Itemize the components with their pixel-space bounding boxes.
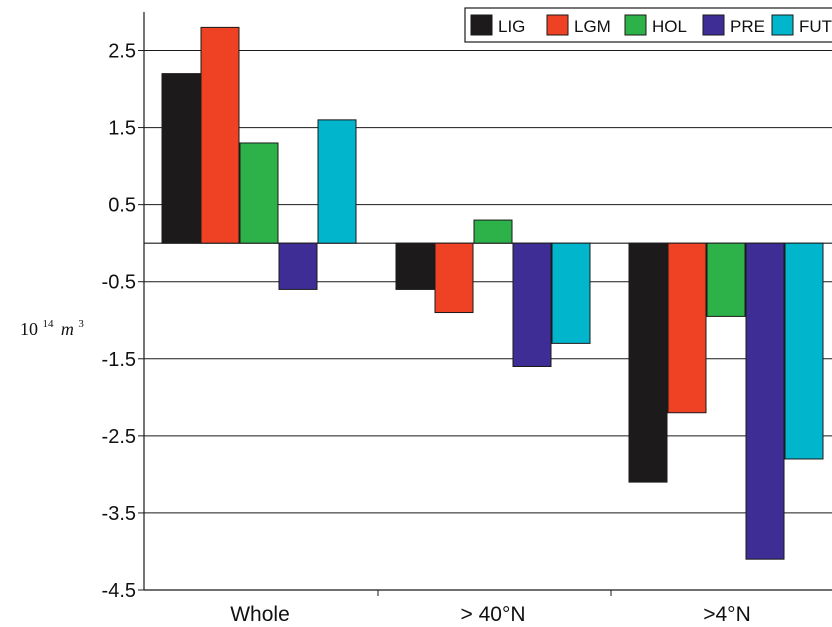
- bar-pre-2: [745, 242, 785, 560]
- legend-label-lgm: LGM: [574, 17, 611, 36]
- bar-lig-0: [161, 73, 201, 244]
- legend-label-pre: PRE: [730, 17, 765, 36]
- bar-lig-1: [395, 242, 435, 290]
- bar-lgm-0: [200, 26, 240, 244]
- legend-label-fut: FUT: [799, 17, 832, 36]
- bar-lgm-2: [667, 242, 707, 414]
- y-axis-label: 10 14 m 3: [20, 314, 84, 339]
- y-tick-labels: 2.5 1.5 0.5 -0.5 -1.5 -2.5 -3.5 -4.5: [102, 41, 136, 603]
- legend-swatch-lgm: [546, 14, 569, 36]
- legend-swatch-fut: [771, 14, 794, 36]
- svg-text:10 14 m: 10 14 m 3: [20, 314, 84, 339]
- legend-label-hol: HOL: [652, 17, 687, 36]
- bar-pre-0: [278, 242, 318, 290]
- legend-swatch-hol: [624, 14, 647, 36]
- y-axis-label-exponent: 14: [42, 318, 54, 330]
- y-tick-label: -4.5: [102, 580, 136, 602]
- y-axis-label-unit: m: [61, 319, 74, 339]
- x-category-label: >4°N: [703, 603, 751, 626]
- legend: LIG LGM HOL PRE FUT: [464, 7, 832, 43]
- y-tick-label: 2.5: [108, 41, 136, 63]
- bar-fut-2: [784, 242, 824, 460]
- y-tick-label: -3.5: [102, 503, 136, 525]
- y-tick-label: 1.5: [108, 118, 136, 140]
- y-tick-label: -2.5: [102, 426, 136, 448]
- y-axis-label-base: 10: [20, 319, 38, 339]
- x-category-label: > 40°N: [460, 603, 525, 626]
- bar-hol-2: [706, 242, 746, 317]
- bar-hol-1: [473, 219, 513, 244]
- y-tick-label: 0.5: [108, 195, 136, 217]
- bars: [161, 26, 824, 560]
- grid-lines: [144, 50, 832, 591]
- y-axis-label-unit-exponent: 3: [78, 318, 84, 330]
- legend-swatch-pre: [702, 14, 725, 36]
- bar-pre-1: [512, 242, 552, 367]
- legend-label-lig: LIG: [498, 17, 525, 36]
- bar-lig-2: [628, 242, 668, 483]
- legend-swatch-lig: [470, 14, 493, 36]
- y-tick-label: -1.5: [102, 349, 136, 371]
- x-category-label: Whole: [230, 603, 290, 626]
- bar-fut-0: [317, 119, 357, 244]
- x-category-labels: Whole > 40°N >4°N: [230, 603, 751, 626]
- y-tick-label: -0.5: [102, 272, 136, 294]
- legend-box: [464, 7, 832, 43]
- bar-fut-1: [551, 242, 591, 344]
- bar-lgm-1: [434, 242, 474, 314]
- axes: [138, 12, 832, 596]
- bar-hol-0: [239, 142, 279, 244]
